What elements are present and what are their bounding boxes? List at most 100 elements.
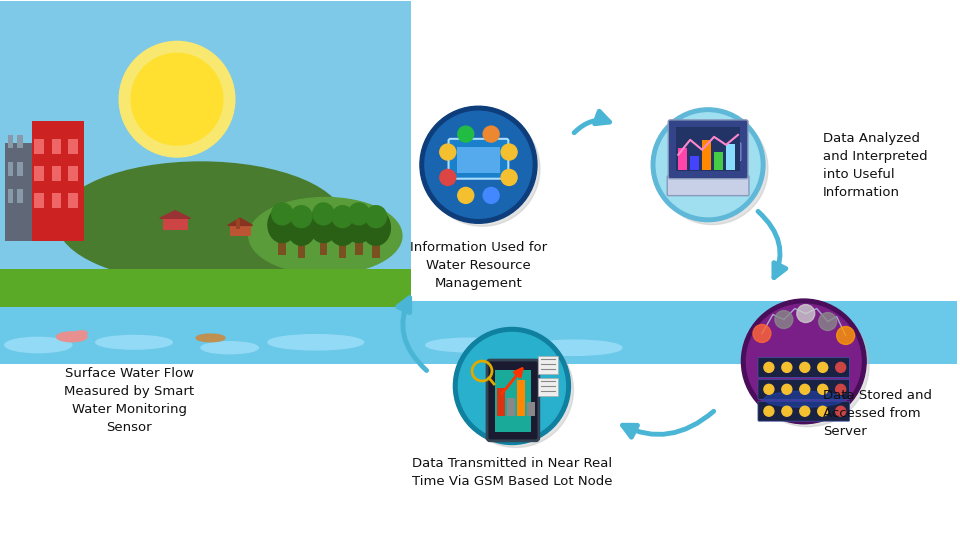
Ellipse shape — [426, 338, 512, 352]
FancyBboxPatch shape — [162, 218, 187, 230]
Ellipse shape — [201, 342, 258, 354]
FancyBboxPatch shape — [717, 143, 741, 161]
FancyBboxPatch shape — [17, 190, 23, 203]
FancyBboxPatch shape — [676, 127, 740, 171]
Circle shape — [836, 362, 846, 372]
Circle shape — [651, 108, 765, 221]
Ellipse shape — [348, 203, 370, 225]
Text: Data Stored and
Accessed from
Server: Data Stored and Accessed from Server — [823, 389, 932, 438]
Circle shape — [747, 304, 861, 419]
FancyBboxPatch shape — [298, 242, 305, 258]
Circle shape — [657, 113, 760, 216]
Circle shape — [818, 384, 828, 395]
Text: Information Used for
Water Resource
Management: Information Used for Water Resource Mana… — [410, 241, 547, 290]
Circle shape — [836, 406, 846, 416]
FancyBboxPatch shape — [68, 166, 78, 181]
Ellipse shape — [287, 210, 316, 246]
Circle shape — [459, 333, 565, 439]
FancyBboxPatch shape — [320, 239, 327, 255]
Text: Data Transmitted in Near Real
Time Via GSM Based Lot Node: Data Transmitted in Near Real Time Via G… — [412, 457, 612, 488]
FancyBboxPatch shape — [668, 120, 748, 179]
Circle shape — [741, 299, 866, 424]
Circle shape — [458, 126, 473, 142]
FancyBboxPatch shape — [229, 225, 251, 236]
Ellipse shape — [5, 338, 72, 353]
Circle shape — [747, 304, 869, 427]
FancyBboxPatch shape — [690, 156, 699, 170]
Ellipse shape — [366, 206, 387, 227]
FancyBboxPatch shape — [758, 357, 850, 378]
Circle shape — [463, 336, 550, 425]
FancyBboxPatch shape — [8, 190, 13, 203]
FancyBboxPatch shape — [68, 139, 78, 154]
Circle shape — [751, 309, 845, 403]
Circle shape — [837, 327, 854, 345]
Ellipse shape — [76, 331, 87, 335]
Circle shape — [501, 169, 517, 185]
Circle shape — [425, 111, 540, 226]
Circle shape — [753, 324, 771, 342]
Polygon shape — [159, 210, 190, 218]
Circle shape — [797, 305, 815, 323]
FancyBboxPatch shape — [35, 166, 44, 181]
Ellipse shape — [526, 340, 622, 356]
Circle shape — [453, 328, 570, 444]
Ellipse shape — [345, 207, 373, 243]
Circle shape — [800, 362, 810, 372]
Ellipse shape — [328, 210, 357, 246]
FancyBboxPatch shape — [714, 152, 723, 170]
Circle shape — [800, 384, 810, 395]
FancyBboxPatch shape — [5, 143, 32, 241]
FancyBboxPatch shape — [457, 147, 500, 173]
Circle shape — [483, 126, 499, 142]
FancyBboxPatch shape — [52, 166, 61, 181]
Circle shape — [420, 106, 537, 223]
FancyBboxPatch shape — [507, 398, 515, 416]
Ellipse shape — [272, 203, 293, 225]
FancyBboxPatch shape — [339, 242, 347, 258]
FancyBboxPatch shape — [8, 135, 13, 149]
Circle shape — [429, 116, 517, 203]
FancyBboxPatch shape — [35, 193, 44, 208]
FancyBboxPatch shape — [726, 144, 735, 170]
FancyBboxPatch shape — [278, 239, 286, 255]
FancyBboxPatch shape — [0, 1, 412, 307]
Ellipse shape — [362, 210, 391, 246]
Circle shape — [440, 169, 456, 185]
Ellipse shape — [268, 207, 297, 243]
Circle shape — [781, 384, 792, 395]
FancyBboxPatch shape — [52, 139, 61, 154]
Ellipse shape — [309, 207, 338, 243]
Circle shape — [119, 42, 235, 157]
Polygon shape — [228, 218, 252, 225]
Circle shape — [440, 144, 456, 160]
FancyBboxPatch shape — [758, 379, 850, 399]
FancyBboxPatch shape — [678, 148, 687, 170]
Circle shape — [764, 362, 774, 372]
FancyBboxPatch shape — [355, 239, 363, 255]
FancyBboxPatch shape — [35, 139, 44, 154]
Ellipse shape — [764, 391, 844, 407]
Ellipse shape — [268, 335, 364, 350]
FancyBboxPatch shape — [758, 401, 850, 421]
Ellipse shape — [96, 335, 172, 349]
Circle shape — [425, 111, 532, 218]
FancyBboxPatch shape — [0, 301, 957, 364]
FancyBboxPatch shape — [0, 269, 412, 307]
Circle shape — [781, 406, 792, 416]
Circle shape — [800, 406, 810, 416]
FancyBboxPatch shape — [32, 121, 84, 241]
Ellipse shape — [249, 197, 402, 274]
Ellipse shape — [57, 332, 87, 342]
FancyBboxPatch shape — [495, 370, 531, 432]
Ellipse shape — [58, 162, 345, 282]
FancyBboxPatch shape — [52, 193, 61, 208]
Text: Data Analyzed
and Interpreted
into Useful
Information: Data Analyzed and Interpreted into Usefu… — [823, 132, 927, 199]
FancyBboxPatch shape — [497, 388, 505, 416]
FancyBboxPatch shape — [487, 360, 539, 441]
FancyBboxPatch shape — [538, 356, 558, 374]
Circle shape — [458, 187, 473, 203]
Ellipse shape — [332, 206, 353, 227]
FancyBboxPatch shape — [17, 162, 23, 176]
FancyBboxPatch shape — [702, 140, 711, 170]
